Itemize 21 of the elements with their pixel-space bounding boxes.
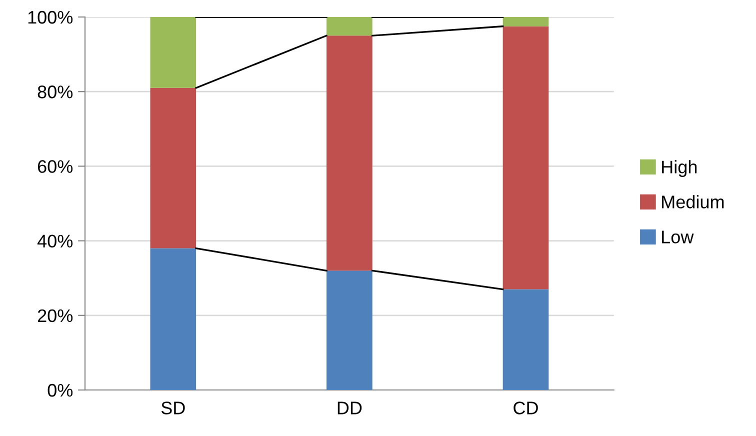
x-tick-label: DD — [338, 402, 362, 414]
x-tick-label: CD — [514, 402, 538, 414]
legend-label: Low — [662, 230, 694, 244]
bar — [150, 88, 196, 248]
y-tick-label: 0% — [48, 384, 73, 397]
bar — [502, 289, 549, 390]
bar — [502, 26, 549, 290]
y-tick-label: 80% — [38, 86, 73, 98]
bar — [326, 17, 372, 36]
bar — [502, 17, 549, 26]
y-tick-label: 60% — [38, 160, 73, 173]
bar — [150, 248, 196, 390]
bar — [326, 270, 372, 390]
bar — [150, 17, 196, 88]
y-tick-label: 40% — [37, 234, 73, 248]
legend-label: Medium — [662, 195, 724, 208]
x-tick-label: SD — [161, 402, 185, 414]
legend-label: High — [662, 160, 697, 177]
bar — [326, 36, 372, 271]
y-tick-label: 20% — [38, 309, 73, 322]
y-tick-label: 100% — [28, 10, 73, 24]
